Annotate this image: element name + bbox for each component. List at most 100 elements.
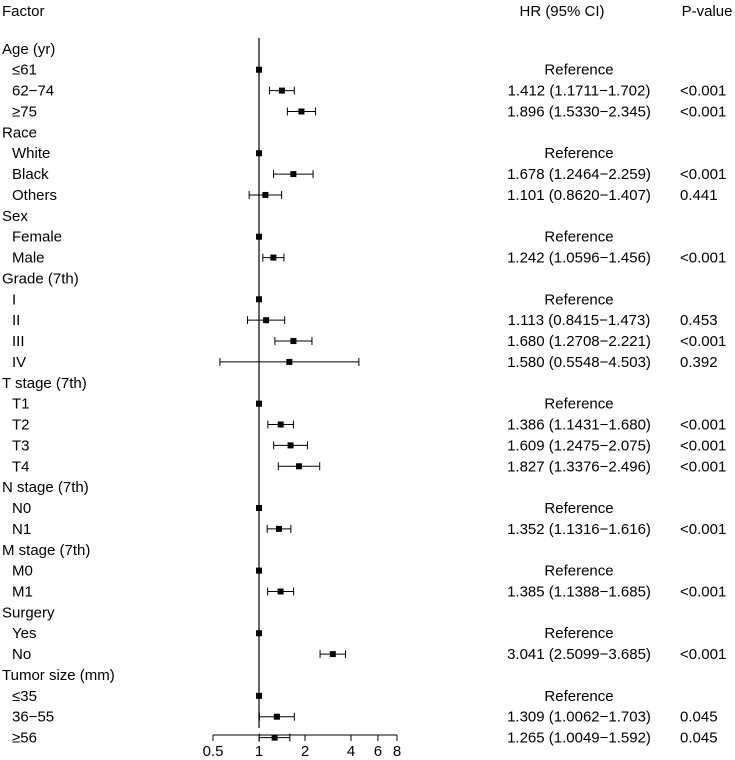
level-label: White — [12, 145, 50, 162]
x-tick-label: 8 — [393, 743, 401, 760]
level-label: T4 — [12, 458, 30, 475]
group-label: Sex — [2, 208, 28, 225]
hr-point — [271, 734, 278, 741]
p-value: <0.001 — [680, 333, 726, 350]
x-tick-label: 1 — [255, 743, 263, 760]
p-value: 0.441 — [680, 187, 718, 204]
p-value: 0.453 — [680, 312, 718, 329]
x-tick-label: 2 — [301, 743, 309, 760]
hr-ci-text: 1.113 (0.8415−1.473) — [508, 312, 651, 329]
level-label: N1 — [12, 521, 31, 538]
p-value: <0.001 — [680, 437, 726, 454]
hr-point — [276, 525, 283, 532]
p-value: <0.001 — [680, 250, 726, 267]
header-hr: HR (95% CI) — [519, 3, 604, 20]
header-factor: Factor — [2, 3, 45, 20]
level-label: Male — [12, 250, 45, 267]
reference-label: Reference — [544, 563, 613, 580]
x-tick-label: 4 — [347, 743, 355, 760]
p-value: <0.001 — [680, 646, 726, 663]
hr-ci-text: 1.352 (1.1316−1.616) — [507, 521, 651, 538]
hr-point — [277, 588, 284, 595]
level-label: T1 — [12, 396, 30, 413]
reference-label: Reference — [544, 688, 613, 705]
hr-ci-text: 1.309 (1.0062−1.703) — [507, 709, 651, 726]
level-label: N0 — [12, 500, 31, 517]
reference-label: Reference — [544, 62, 613, 79]
level-label: Others — [12, 187, 57, 204]
level-label: Yes — [12, 625, 36, 642]
hr-point — [290, 338, 297, 345]
p-value: <0.001 — [680, 103, 726, 120]
p-value: <0.001 — [680, 417, 726, 434]
reference-label: Reference — [544, 500, 613, 517]
hr-ci-text: 1.896 (1.5330−2.345) — [507, 103, 651, 120]
hr-point — [256, 567, 262, 574]
p-value: 0.045 — [680, 709, 718, 726]
level-label: IV — [12, 354, 26, 371]
hr-ci-text: 1.386 (1.1431−1.680) — [507, 417, 651, 434]
p-value: <0.001 — [680, 583, 726, 600]
hr-point — [290, 171, 297, 178]
reference-label: Reference — [544, 145, 613, 162]
level-label: ≤35 — [12, 688, 37, 705]
p-value: <0.001 — [680, 521, 726, 538]
group-label: Tumor size (mm) — [2, 667, 115, 684]
hr-point — [329, 651, 336, 658]
hr-point — [298, 108, 305, 115]
hr-ci-text: 1.580 (0.5548−4.503) — [507, 354, 651, 371]
hr-point — [256, 296, 262, 303]
hr-point — [256, 66, 262, 73]
level-label: No — [12, 646, 31, 663]
header-pvalue: P-value — [682, 3, 733, 20]
level-label: T2 — [12, 417, 30, 434]
p-value: <0.001 — [680, 166, 726, 183]
hr-point — [287, 442, 294, 449]
level-label: II — [12, 312, 20, 329]
hr-point — [286, 358, 293, 365]
rows-layer: Age (yr) ≤61 Reference 62−74 1.412 (1.1711−1… — [2, 38, 726, 747]
p-value: 0.045 — [680, 730, 718, 747]
hr-ci-text: 1.101 (0.8620−1.407) — [507, 187, 651, 204]
group-label: Age (yr) — [2, 41, 55, 58]
reference-label: Reference — [544, 625, 613, 642]
hr-point — [295, 463, 302, 470]
hr-point — [256, 630, 262, 637]
reference-label: Reference — [544, 291, 613, 308]
group-label: Surgery — [2, 604, 55, 621]
group-label: T stage (7th) — [2, 375, 87, 392]
level-label: Black — [12, 166, 49, 183]
group-label: Race — [2, 124, 37, 141]
x-axis: 0.5 1 2 4 6 8 — [203, 734, 401, 760]
p-value: 0.392 — [680, 354, 718, 371]
group-label: N stage (7th) — [2, 479, 89, 496]
hr-point — [256, 233, 262, 240]
hr-point — [270, 254, 277, 261]
hr-ci-text: 1.678 (1.2464−2.259) — [507, 166, 651, 183]
hr-point — [278, 87, 285, 94]
level-label: T3 — [12, 437, 30, 454]
hr-ci-text: 1.680 (1.2708−2.221) — [507, 333, 651, 350]
p-value: <0.001 — [680, 83, 726, 100]
hr-point — [262, 191, 269, 198]
hr-point — [256, 505, 262, 512]
x-tick-label: 0.5 — [203, 743, 224, 760]
hr-point — [263, 317, 270, 324]
level-label: Female — [12, 229, 62, 246]
hr-point — [256, 400, 262, 407]
hr-ci-text: 1.609 (1.2475−2.075) — [507, 437, 651, 454]
level-label: 62−74 — [12, 83, 54, 100]
level-label: ≥56 — [12, 730, 37, 747]
level-label: III — [12, 333, 25, 350]
hr-point — [277, 421, 284, 428]
hr-ci-text: 1.827 (1.3376−2.496) — [507, 458, 651, 475]
level-label: ≥75 — [12, 103, 37, 120]
level-label: 36−55 — [12, 709, 54, 726]
group-label: Grade (7th) — [2, 270, 79, 287]
level-label: ≤61 — [12, 62, 37, 79]
hr-point — [273, 713, 280, 720]
hr-ci-text: 1.242 (1.0596−1.456) — [507, 250, 651, 267]
hr-ci-text: 1.265 (1.0049−1.592) — [507, 730, 651, 747]
p-value: <0.001 — [680, 458, 726, 475]
